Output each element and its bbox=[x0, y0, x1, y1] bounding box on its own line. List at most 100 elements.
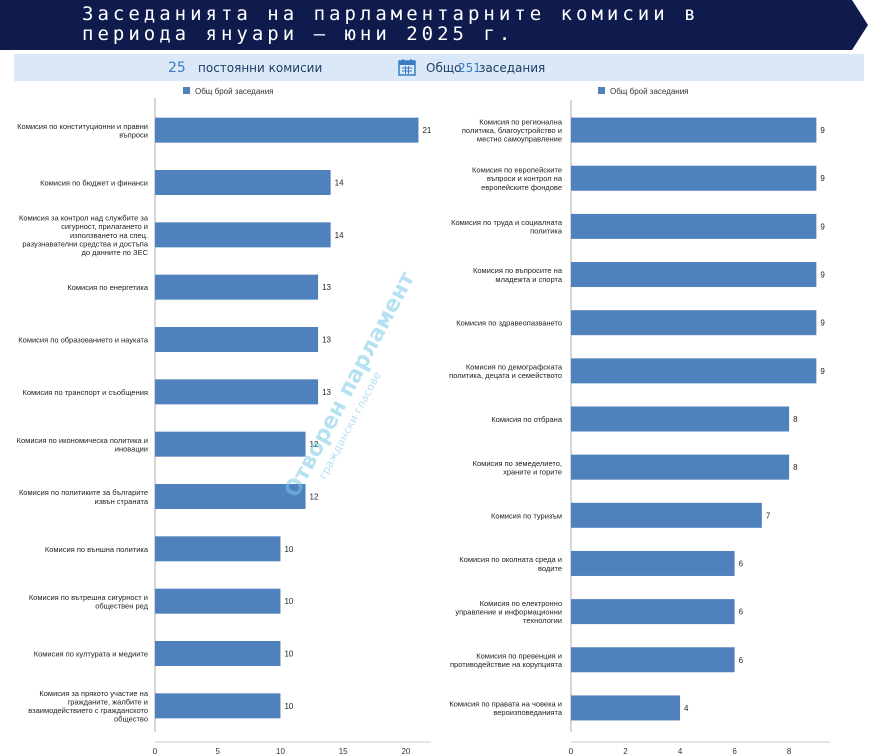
summary-bar bbox=[14, 54, 864, 81]
data-label: 9 bbox=[820, 174, 825, 183]
data-label: 10 bbox=[284, 650, 293, 659]
bar bbox=[155, 117, 419, 143]
category-label: Комисия по икономическа политика и иновац… bbox=[17, 436, 148, 454]
bar bbox=[155, 536, 281, 562]
total-count: 251 bbox=[458, 61, 481, 75]
bar bbox=[155, 379, 319, 405]
legend-swatch bbox=[183, 87, 190, 94]
bar bbox=[571, 647, 735, 673]
legend-label: Общ брой заседания bbox=[195, 87, 274, 96]
total-suffix: заседания bbox=[479, 61, 546, 75]
bar bbox=[571, 599, 735, 625]
data-label: 9 bbox=[820, 222, 825, 231]
data-label: 9 bbox=[820, 271, 825, 280]
category-label: Комисия по отбрана bbox=[491, 415, 563, 424]
bar bbox=[571, 406, 790, 432]
category-label: Комисия по правата на човека и вероизпове… bbox=[449, 700, 562, 718]
category-label: Комисия за прякото участие на гражданите,… bbox=[28, 689, 149, 724]
legend-label: Общ брой заседания bbox=[610, 87, 689, 96]
x-tick-label: 5 bbox=[216, 747, 221, 756]
data-label: 8 bbox=[793, 463, 798, 472]
data-label: 13 bbox=[322, 336, 331, 345]
x-tick-label: 0 bbox=[153, 747, 158, 756]
data-label: 10 bbox=[284, 597, 293, 606]
x-tick-label: 0 bbox=[569, 747, 574, 756]
bar bbox=[571, 213, 817, 239]
bar bbox=[155, 274, 319, 300]
x-tick-label: 15 bbox=[339, 747, 348, 756]
bar bbox=[155, 484, 306, 509]
bar bbox=[155, 693, 281, 719]
bar bbox=[155, 222, 331, 248]
category-label: Комисия по околната среда и водите bbox=[459, 555, 562, 573]
committees-count: 25 bbox=[168, 60, 186, 76]
category-label: Комисия по бюджет и финанси bbox=[40, 179, 148, 188]
category-label: Комисия по превенция и противодействие на… bbox=[450, 651, 563, 669]
data-label: 8 bbox=[793, 415, 798, 424]
data-label: 9 bbox=[820, 126, 825, 135]
x-tick-label: 8 bbox=[787, 747, 792, 756]
total-prefix: Общо bbox=[426, 61, 462, 75]
bar bbox=[155, 431, 306, 457]
data-label: 12 bbox=[310, 440, 319, 449]
x-tick-label: 4 bbox=[678, 747, 683, 756]
category-label: Комисия по енергетика bbox=[67, 283, 149, 292]
data-label: 4 bbox=[684, 704, 689, 713]
x-tick-label: 6 bbox=[732, 747, 737, 756]
bar bbox=[571, 165, 817, 191]
legend-swatch bbox=[598, 87, 605, 94]
x-tick-label: 10 bbox=[276, 747, 285, 756]
category-label: Комисия по регионална политика, благоустр… bbox=[462, 117, 563, 143]
data-label: 12 bbox=[310, 493, 319, 502]
category-label: Комисия за контрол над службите за сигурн… bbox=[19, 214, 149, 257]
bar bbox=[571, 262, 817, 288]
page-title: Заседанията на парламентарните комисии в… bbox=[82, 3, 700, 45]
bar bbox=[571, 310, 817, 336]
data-label: 6 bbox=[739, 656, 744, 665]
data-label: 6 bbox=[739, 608, 744, 617]
data-label: 9 bbox=[820, 319, 825, 328]
data-label: 14 bbox=[335, 231, 344, 240]
data-label: 14 bbox=[335, 179, 344, 188]
committees-label: постоянни комисии bbox=[198, 61, 323, 75]
category-label: Комисия по демографската политика, децата… bbox=[449, 363, 563, 381]
bar bbox=[571, 117, 817, 143]
calendar-icon bbox=[398, 58, 416, 80]
data-label: 9 bbox=[820, 367, 825, 376]
category-label: Комисия по образованието и науката bbox=[18, 336, 149, 345]
bar bbox=[571, 695, 681, 721]
header-background bbox=[0, 0, 868, 50]
category-label: Комисия по европейските въпроси и контрол… bbox=[472, 166, 563, 192]
header-banner: Заседанията на парламентарните комисии в… bbox=[0, 0, 877, 50]
category-label: Комисия по вътрешна сигурност и обществен… bbox=[29, 593, 149, 611]
data-label: 21 bbox=[422, 126, 431, 135]
data-label: 10 bbox=[284, 702, 293, 711]
bar bbox=[571, 550, 735, 576]
category-label: Комисия по политиките за българите извън … bbox=[19, 488, 149, 506]
bar bbox=[155, 170, 331, 195]
category-label: Комисия по културата и медиите bbox=[34, 650, 148, 659]
category-label: Комисия по въпросите на младежта и спорта bbox=[473, 266, 563, 284]
chart-left: Общ брой заседания 0 5 10 15 20 21 Комисия по к… bbox=[17, 87, 432, 756]
x-tick-label: 2 bbox=[623, 747, 628, 756]
bar bbox=[571, 454, 790, 480]
bar bbox=[155, 327, 319, 352]
category-label: Комисия по транспорт и съобщения bbox=[22, 388, 148, 397]
data-label: 13 bbox=[322, 388, 331, 397]
x-tick-label: 20 bbox=[401, 747, 410, 756]
bar bbox=[155, 588, 281, 614]
data-label: 10 bbox=[284, 545, 293, 554]
category-label: Комисия по външна политика bbox=[45, 545, 149, 554]
bar bbox=[571, 358, 817, 384]
category-label: Комисия по труда и социалната политика bbox=[451, 218, 563, 236]
data-label: 6 bbox=[739, 559, 744, 568]
chart-right: Общ брой заседания 0 2 4 6 8 9 Комисия по регио… bbox=[449, 87, 830, 756]
category-label: Комисия по земеделието, храните и горите bbox=[473, 459, 562, 477]
bar bbox=[155, 641, 281, 666]
bar bbox=[571, 502, 762, 528]
category-label: Комисия по електронно управление и информ… bbox=[455, 599, 562, 625]
category-label: Комисия по туризъм bbox=[491, 511, 562, 520]
data-label: 13 bbox=[322, 283, 331, 292]
category-label: Комисия по здравеопазването bbox=[456, 319, 562, 328]
category-label: Комисия по конституционни и правни въпрос… bbox=[17, 122, 148, 140]
